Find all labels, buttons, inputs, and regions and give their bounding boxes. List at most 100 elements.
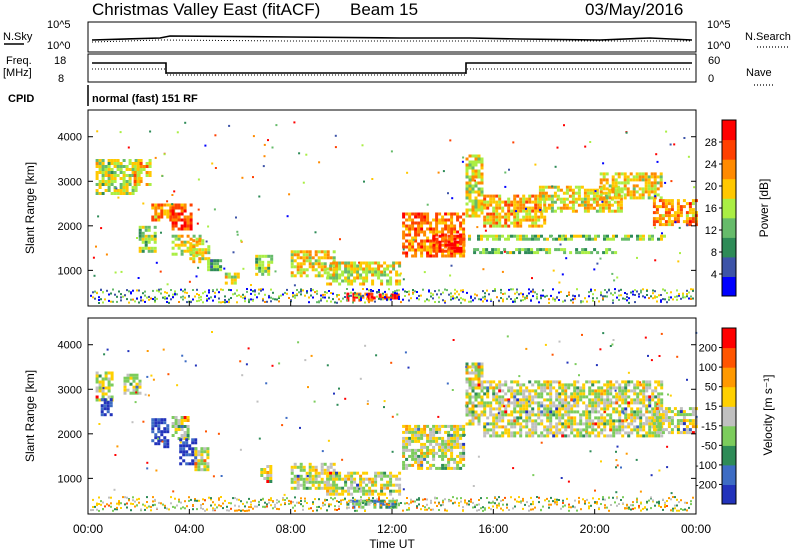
velocity-colorbar-label: Velocity [m s⁻¹] [761, 374, 775, 455]
colorbar-swatch [722, 198, 736, 219]
x-tick-label: 00:00 [681, 522, 711, 536]
nave-tick-top: 60 [708, 55, 720, 67]
x-tick-label: 12:00 [377, 522, 407, 536]
velocity-echo-region-7 [260, 465, 273, 483]
power-echo-region-19 [599, 172, 663, 200]
freq-trace [92, 62, 692, 74]
power-echo-region-7 [207, 259, 223, 272]
colorbar-swatch [722, 159, 736, 180]
y-tick-label: 1000 [58, 473, 82, 485]
velocity-y-axis: 1000 2000 3000 4000 [58, 340, 696, 485]
x-tick-label: 20:00 [580, 522, 610, 536]
power-ground-scatter [90, 288, 694, 304]
power-echo-region-3 [138, 225, 157, 253]
x-tick-label: 00:00 [73, 522, 103, 536]
power-echo-region-8 [224, 272, 240, 285]
colorbar-tick-label: -100 [695, 460, 717, 472]
colorbar-swatch [722, 178, 736, 199]
power-colorbar: 4 8 12 16 20 24 28 [705, 119, 737, 297]
x-tick-label: 16:00 [478, 522, 508, 536]
velocity-echo-region-13 [483, 380, 664, 438]
velocity-echo-region-4 [151, 418, 170, 449]
velocity-echo-region-1 [100, 398, 113, 417]
colorbar-tick-label: 100 [699, 362, 717, 374]
velocity-colorbar: 200 100 50 15 -15 -50 -100 -200 [695, 327, 737, 505]
colorbar-swatch [722, 367, 736, 388]
power-echo-region-10 [290, 250, 336, 278]
freq-label-1: Freq. [6, 55, 32, 67]
nave-trace [92, 68, 692, 76]
plot-title: Christmas Valley East (fitACF) [92, 0, 320, 19]
colorbar-swatch [722, 406, 736, 427]
y-tick-label: 2000 [58, 221, 82, 233]
y-tick-label: 2000 [58, 429, 82, 441]
colorbar-swatch [722, 139, 736, 160]
cpid-label: CPID [8, 93, 34, 105]
colorbar-tick-label: -50 [701, 440, 717, 452]
power-sparse-points [92, 121, 696, 287]
x-axis-label: Time UT [369, 537, 415, 551]
velocity-ground-scatter [90, 496, 694, 512]
velocity-sparse-points [98, 331, 698, 496]
colorbar-swatch [722, 328, 736, 349]
colorbar-swatch [722, 464, 736, 485]
colorbar-tick-label: 200 [699, 343, 717, 355]
velocity-echo-region-12 [465, 362, 484, 426]
freq-tick-bottom: 8 [58, 73, 64, 85]
power-echo-region-21 [468, 234, 666, 241]
sky-panel: N.Sky 10^5 10^0 10^5 10^0 N.Search [3, 19, 791, 53]
power-echo-region-20 [652, 199, 698, 227]
power-echo-region-6 [189, 239, 211, 264]
colorbar-swatch [722, 256, 736, 277]
velocity-echo-region-2 [123, 373, 142, 395]
colorbar-swatch [722, 347, 736, 368]
colorbar-tick-label: 16 [705, 203, 717, 215]
colorbar-tick-label: 15 [705, 401, 717, 413]
colorbar-tick-label: 8 [711, 247, 717, 259]
y-tick-label: 3000 [58, 384, 82, 396]
colorbar-swatch [722, 120, 736, 141]
power-y-axis: 1000 2000 3000 4000 [58, 132, 696, 277]
nave-tick-bottom: 0 [708, 73, 714, 85]
power-echo-region-1 [133, 159, 152, 186]
colorbar-swatch [722, 237, 736, 258]
colorbar-tick-label: -15 [701, 421, 717, 433]
colorbar-tick-label: 24 [705, 159, 717, 171]
velocity-echo-region-5 [179, 438, 198, 466]
sky-left-tick-bottom: 10^0 [47, 40, 71, 52]
x-axis: 00:00 04:00 08:00 12:00 16:00 20:00 00:00 [73, 301, 711, 536]
nsky-trace [91, 35, 693, 41]
colorbar-swatch [722, 484, 736, 505]
colorbar-tick-label: -200 [695, 479, 717, 491]
freq-tick-top: 18 [54, 55, 66, 67]
sky-right-tick-top: 10^5 [707, 19, 731, 31]
velocity-y-axis-label: Slant Range [km] [23, 370, 37, 462]
sky-left-tick-top: 10^5 [47, 19, 71, 31]
colorbar-swatch [722, 217, 736, 238]
nave-label: Nave [746, 67, 772, 79]
velocity-echo-region-9 [326, 471, 402, 496]
sky-right-tick-bottom: 10^0 [707, 40, 731, 52]
velocity-data-marks [90, 331, 698, 512]
sky-left-label: N.Sky [3, 31, 33, 43]
colorbar-tick-label: 4 [711, 269, 717, 281]
nsearch-trace [91, 39, 692, 43]
x-tick-label: 04:00 [174, 522, 204, 536]
y-tick-label: 4000 [58, 340, 82, 352]
power-panel: 1000 2000 3000 4000 Slant Range [km] 4 8 12 16… [23, 109, 771, 307]
velocity-echo-region-3 [171, 416, 190, 440]
colorbar-swatch [722, 445, 736, 466]
freq-label-2: [MHz] [3, 67, 32, 79]
power-echo-region-0 [95, 159, 141, 195]
velocity-echo-region-6 [194, 447, 210, 472]
power-echo-region-11 [326, 261, 402, 286]
power-echo-region-14 [402, 212, 466, 258]
sky-right-label: N.Search [745, 31, 791, 43]
x-tick-label: 08:00 [276, 522, 306, 536]
colorbar-tick-label: 20 [705, 181, 717, 193]
colorbar-tick-label: 50 [705, 382, 717, 394]
power-colorbar-label: Power [dB] [757, 179, 771, 238]
freq-panel: Freq. [MHz] 18 8 60 0 Nave [3, 53, 775, 86]
colorbar-swatch [722, 276, 736, 297]
